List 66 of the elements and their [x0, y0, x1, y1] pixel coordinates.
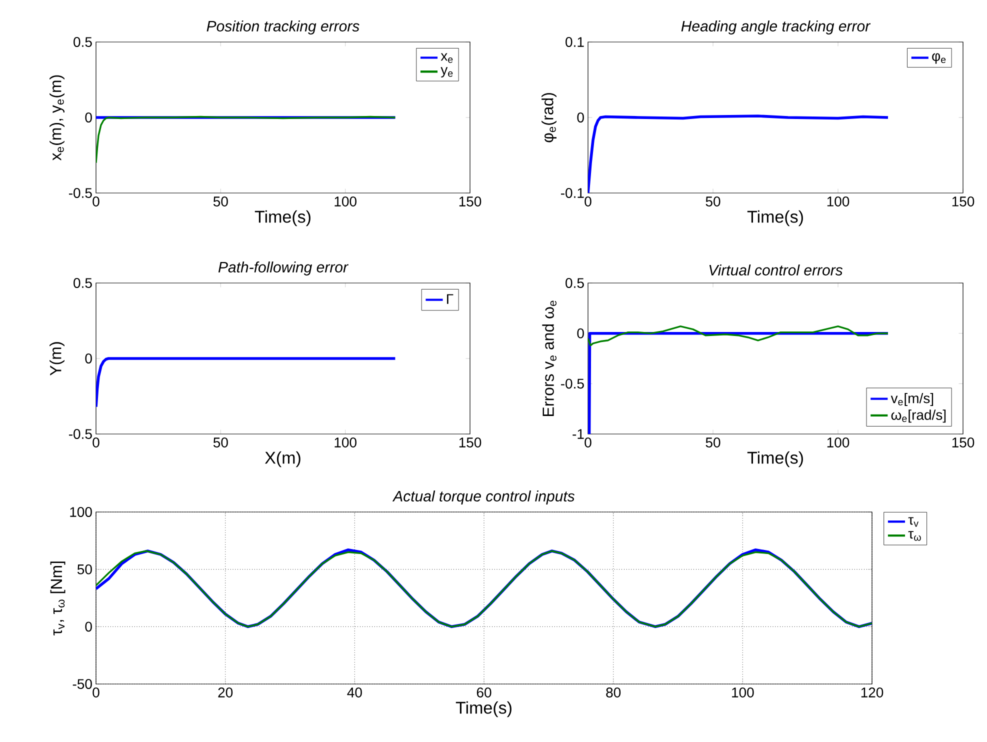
legend-label: φ$_{e}$	[932, 53, 946, 64]
x-tick-label: 50	[706, 196, 720, 206]
x-tick-label: 0	[92, 688, 100, 698]
y-tick-label: 100	[70, 507, 92, 517]
y-tick-label: -0.5	[68, 188, 92, 198]
legend-label: y$_{e}$	[440, 67, 453, 78]
x-axis-title: Time(s)	[747, 451, 803, 468]
x-tick-label: 100	[827, 438, 850, 448]
x-tick-label: 50	[213, 438, 228, 448]
chart-title: Path-following error	[218, 261, 349, 276]
x-tick-label: 20	[218, 688, 233, 698]
x-axis-title: X(m)	[264, 451, 300, 468]
chart-title: Heading angle tracking error	[681, 20, 871, 34]
y-tick-label: -50	[72, 679, 92, 689]
y-tick-label: 0.5	[74, 278, 92, 288]
x-tick-label: 50	[706, 438, 720, 448]
legend-label: ω$_{e}$[rad/s]	[891, 410, 946, 423]
line-series	[96, 357, 397, 408]
chart-title: Actual torque control inputs	[392, 490, 575, 504]
x-axis-title: Time(s)	[254, 210, 310, 226]
y-axis-title: x$_{e}$(m), y$_{e}$(m)	[50, 75, 64, 160]
y-tick-label: 0	[85, 354, 92, 364]
y-axis-title: Y(m)	[50, 342, 64, 376]
legend-label: v$_{e}$[m/s]	[890, 392, 934, 406]
y-tick-label: 50	[77, 564, 92, 574]
x-tick-label: 0	[92, 438, 100, 448]
y-tick-label: -1	[572, 429, 584, 439]
x-tick-label: 100	[732, 688, 754, 698]
x-tick-label: 0	[584, 438, 592, 448]
x-tick-label: 40	[347, 688, 362, 698]
x-tick-label: 0	[92, 196, 100, 206]
x-tick-label: 100	[334, 438, 356, 448]
chart-title: Virtual control errors	[709, 264, 843, 276]
y-tick-label: 0.5	[74, 37, 92, 47]
x-tick-label: 100	[334, 196, 356, 206]
legend-label: τ$_{v}$	[908, 517, 919, 527]
legend-label: τ$_{ω}$	[908, 531, 921, 541]
y-tick-label: 0	[85, 112, 92, 122]
line-series	[588, 114, 890, 193]
y-tick-label: 0	[85, 622, 92, 632]
x-tick-label: 150	[952, 438, 974, 448]
legend-label: Γ	[447, 294, 454, 304]
y-tick-label: 0.1	[566, 37, 584, 47]
y-tick-label: -0.5	[68, 429, 92, 439]
x-tick-label: 60	[476, 688, 492, 698]
y-tick-label: 0.5	[566, 278, 584, 288]
y-axis-title: φ$_{e}$(rad)	[542, 93, 556, 142]
y-tick-label: 0	[577, 328, 584, 338]
y-tick-label: -0.5	[560, 378, 584, 389]
line-series	[96, 116, 396, 164]
legend-label: x$_{e}$	[440, 53, 453, 63]
x-tick-label: 100	[827, 196, 850, 206]
y-axis-title: Errors v$_{e}$ and ω$_{e}$	[542, 300, 556, 416]
y-axis-title: τ$_{v}$, τ$_{ω}$ [Nm]	[50, 562, 66, 636]
x-tick-label: 150	[952, 196, 974, 206]
x-tick-label: 0	[584, 196, 592, 206]
x-tick-label: 150	[459, 196, 482, 206]
x-axis-title: Time(s)	[456, 701, 512, 718]
x-axis-title: Time(s)	[747, 210, 803, 226]
x-tick-label: 150	[459, 438, 482, 448]
x-tick-label: 80	[606, 688, 621, 698]
x-tick-label: 120	[861, 688, 884, 698]
x-tick-label: 50	[213, 196, 228, 206]
y-tick-label: 0	[577, 112, 584, 122]
y-tick-label: -0.1	[560, 188, 584, 198]
chart-title: Position tracking errors	[206, 20, 360, 34]
